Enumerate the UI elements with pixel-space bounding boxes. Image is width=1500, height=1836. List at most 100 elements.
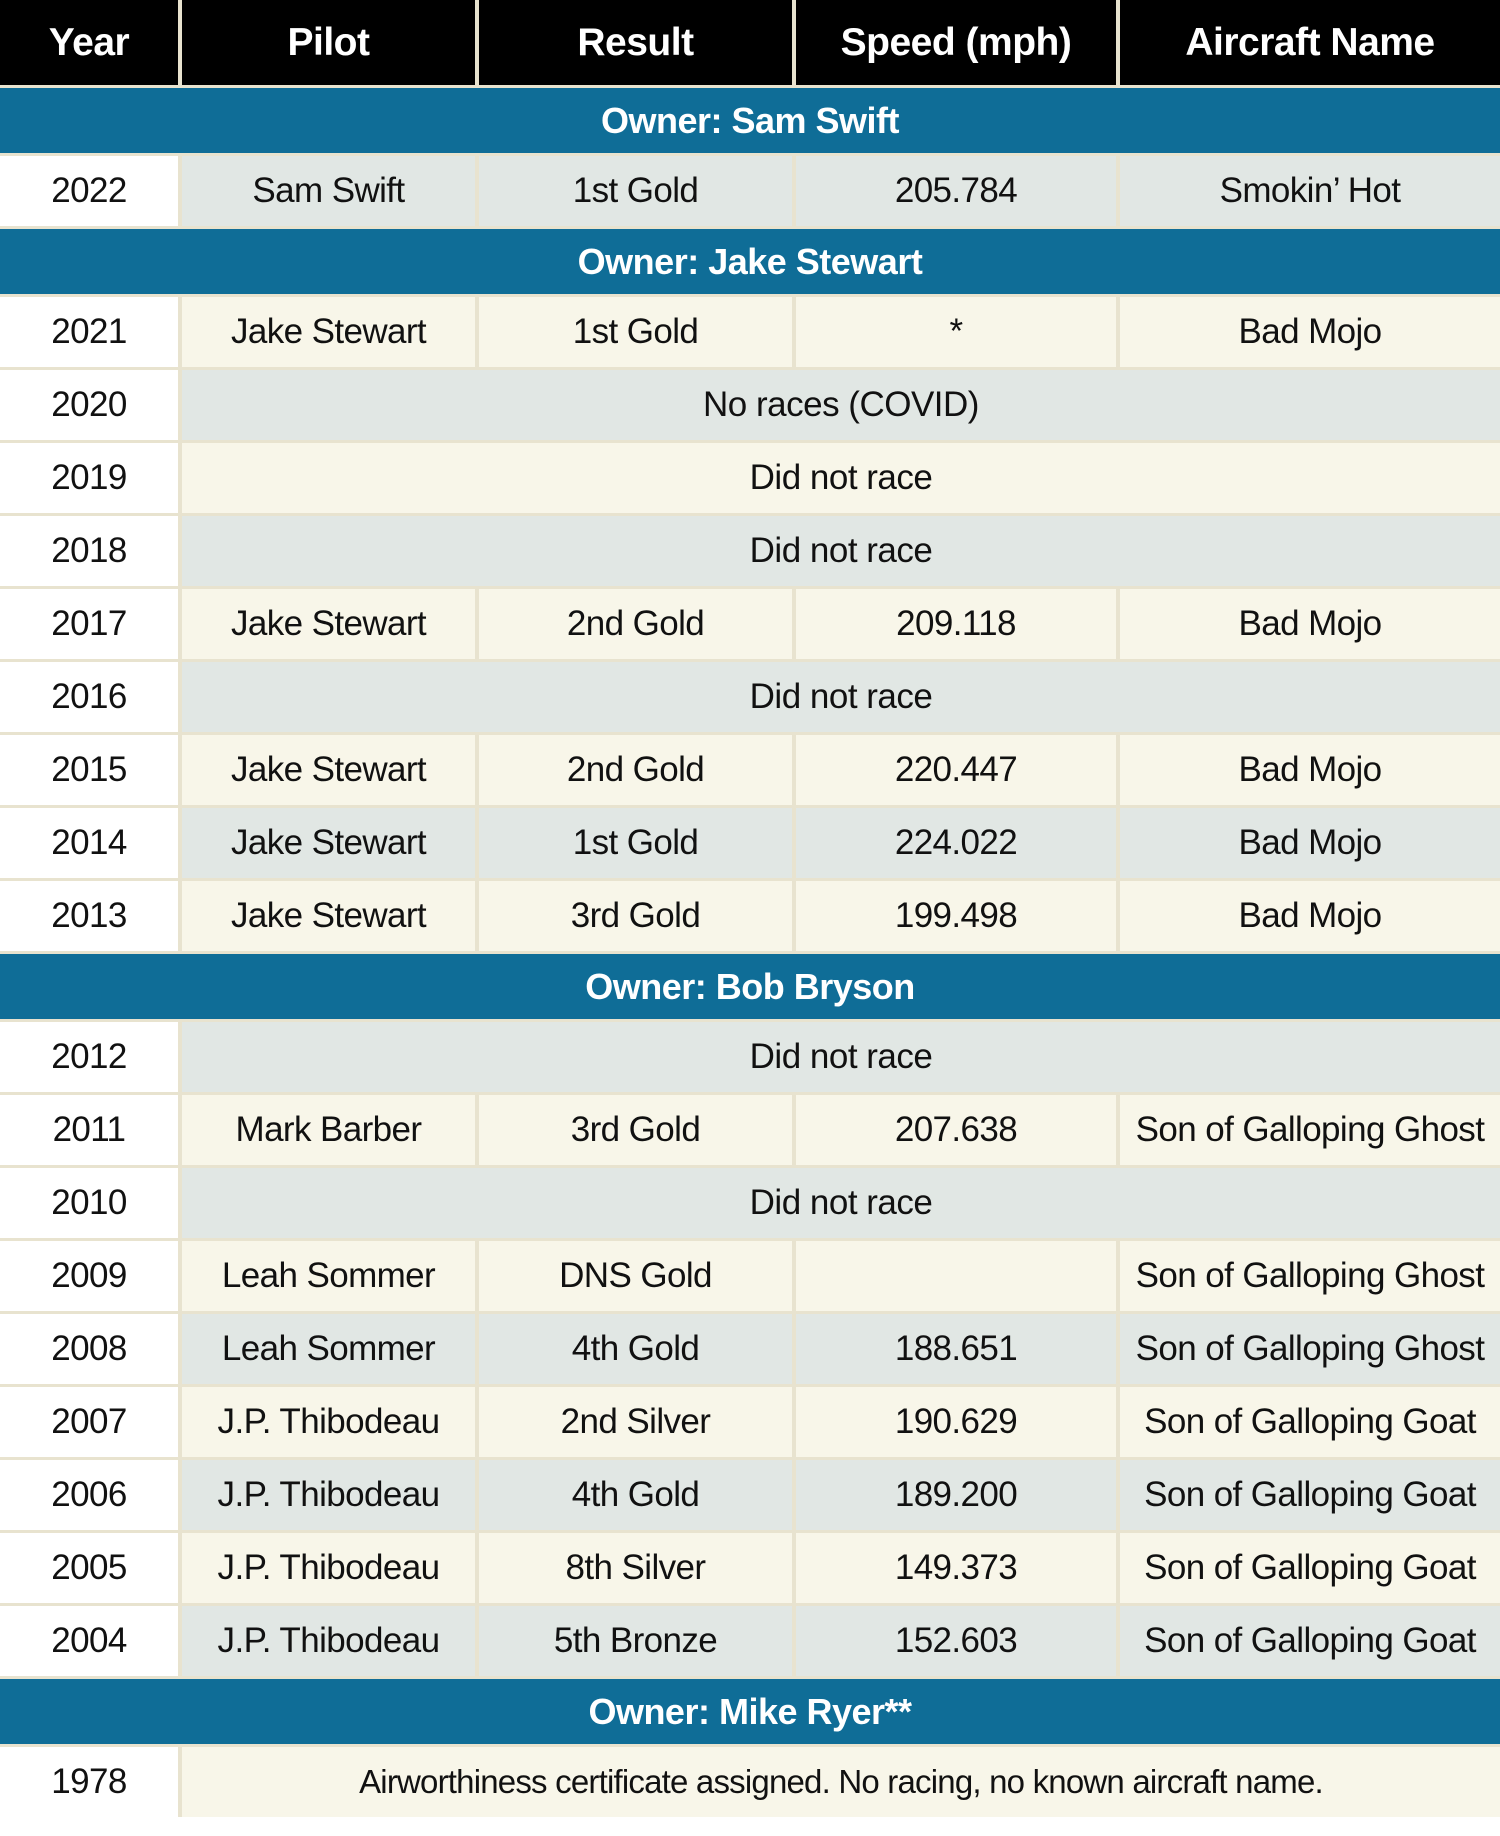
year-cell: 2014	[0, 805, 182, 878]
speed-cell: 189.200	[796, 1457, 1120, 1530]
owner-label: Owner: Jake Stewart	[0, 226, 1500, 294]
table-row: 2019 Did not race	[0, 440, 1500, 513]
owner-label: Owner: Bob Bryson	[0, 951, 1500, 1019]
aircraft-name-cell: Son of Galloping Goat	[1120, 1457, 1500, 1530]
result-cell: 1st Gold	[479, 153, 796, 226]
table-row: 2012 Did not race	[0, 1019, 1500, 1092]
speed-cell: 220.447	[796, 732, 1120, 805]
header-pilot: Pilot	[182, 0, 479, 85]
result-cell: 4th Gold	[479, 1311, 796, 1384]
table-row: 2009 Leah Sommer DNS Gold Son of Galloping …	[0, 1238, 1500, 1311]
row-note-cell: Did not race	[182, 440, 1500, 513]
speed-cell: 190.629	[796, 1384, 1120, 1457]
table-row: 2004 J.P. Thibodeau 5th Bronze 152.603 Son o…	[0, 1603, 1500, 1676]
aircraft-name-cell: Son of Galloping Ghost	[1120, 1238, 1500, 1311]
table-row: 2007 J.P. Thibodeau 2nd Silver 190.629 Son o…	[0, 1384, 1500, 1457]
year-cell: 2007	[0, 1384, 182, 1457]
aircraft-name-cell: Bad Mojo	[1120, 732, 1500, 805]
aircraft-name-cell: Bad Mojo	[1120, 586, 1500, 659]
pilot-cell: Mark Barber	[182, 1092, 479, 1165]
year-cell: 2021	[0, 294, 182, 367]
result-cell: 8th Silver	[479, 1530, 796, 1603]
result-cell: 1st Gold	[479, 294, 796, 367]
pilot-cell: Jake Stewart	[182, 878, 479, 951]
table-row: 2021 Jake Stewart 1st Gold * Bad Mojo	[0, 294, 1500, 367]
table-row: 2022 Sam Swift 1st Gold 205.784 Smokin’ Hot	[0, 153, 1500, 226]
pilot-cell: Jake Stewart	[182, 805, 479, 878]
table-row: 2014 Jake Stewart 1st Gold 224.022 Bad Mojo	[0, 805, 1500, 878]
header-speed: Speed (mph)	[796, 0, 1120, 85]
result-cell: 3rd Gold	[479, 1092, 796, 1165]
year-cell: 2016	[0, 659, 182, 732]
table-row: 2006 J.P. Thibodeau 4th Gold 189.200 Son of …	[0, 1457, 1500, 1530]
speed-cell: 205.784	[796, 153, 1120, 226]
speed-cell: 152.603	[796, 1603, 1120, 1676]
owner-label: Owner: Mike Ryer**	[0, 1676, 1500, 1744]
table-row: 2018 Did not race	[0, 513, 1500, 586]
owner-section-row: Owner: Bob Bryson	[0, 951, 1500, 1019]
aircraft-name-cell: Son of Galloping Goat	[1120, 1603, 1500, 1676]
owner-label: Owner: Sam Swift	[0, 85, 1500, 153]
row-note-cell: Did not race	[182, 659, 1500, 732]
table-row: 2017 Jake Stewart 2nd Gold 209.118 Bad Mojo	[0, 586, 1500, 659]
speed-cell: 207.638	[796, 1092, 1120, 1165]
aircraft-name-cell: Son of Galloping Goat	[1120, 1530, 1500, 1603]
owner-section-row: Owner: Mike Ryer**	[0, 1676, 1500, 1744]
header-year: Year	[0, 0, 182, 85]
speed-cell: 209.118	[796, 586, 1120, 659]
aircraft-name-cell: Smokin’ Hot	[1120, 153, 1500, 226]
pilot-cell: Jake Stewart	[182, 294, 479, 367]
year-cell: 2019	[0, 440, 182, 513]
aircraft-name-cell: Son of Galloping Ghost	[1120, 1311, 1500, 1384]
year-cell: 2020	[0, 367, 182, 440]
aircraft-name-cell: Bad Mojo	[1120, 294, 1500, 367]
pilot-cell: J.P. Thibodeau	[182, 1603, 479, 1676]
table-row: 2008 Leah Sommer 4th Gold 188.651 Son of Gal…	[0, 1311, 1500, 1384]
year-cell: 2005	[0, 1530, 182, 1603]
aircraft-name-cell: Bad Mojo	[1120, 878, 1500, 951]
table-row: 2010 Did not race	[0, 1165, 1500, 1238]
aircraft-name-cell: Bad Mojo	[1120, 805, 1500, 878]
pilot-cell: J.P. Thibodeau	[182, 1457, 479, 1530]
table-row: 2016 Did not race	[0, 659, 1500, 732]
result-cell: 3rd Gold	[479, 878, 796, 951]
result-cell: 5th Bronze	[479, 1603, 796, 1676]
table-row: 2020 No races (COVID)	[0, 367, 1500, 440]
pilot-cell: J.P. Thibodeau	[182, 1530, 479, 1603]
result-cell: 4th Gold	[479, 1457, 796, 1530]
owner-section-row: Owner: Sam Swift	[0, 85, 1500, 153]
year-cell: 2004	[0, 1603, 182, 1676]
row-note-cell: Did not race	[182, 1165, 1500, 1238]
table-body: Owner: Sam Swift 2022 Sam Swift 1st Gold 205…	[0, 85, 1500, 1817]
table-row: 2011 Mark Barber 3rd Gold 207.638 Son of Gal…	[0, 1092, 1500, 1165]
year-cell: 1978	[0, 1744, 182, 1817]
result-cell: 2nd Gold	[479, 586, 796, 659]
result-cell: DNS Gold	[479, 1238, 796, 1311]
aircraft-name-cell: Son of Galloping Goat	[1120, 1384, 1500, 1457]
year-cell: 2013	[0, 878, 182, 951]
speed-cell: 149.373	[796, 1530, 1120, 1603]
result-cell: 2nd Silver	[479, 1384, 796, 1457]
year-cell: 2011	[0, 1092, 182, 1165]
table-row: 2005 J.P. Thibodeau 8th Silver 149.373 Son o…	[0, 1530, 1500, 1603]
row-note-cell: Did not race	[182, 513, 1500, 586]
pilot-cell: J.P. Thibodeau	[182, 1384, 479, 1457]
pilot-cell: Jake Stewart	[182, 732, 479, 805]
speed-cell: 199.498	[796, 878, 1120, 951]
pilot-cell: Leah Sommer	[182, 1311, 479, 1384]
pilot-cell: Leah Sommer	[182, 1238, 479, 1311]
row-note-cell: No races (COVID)	[182, 367, 1500, 440]
year-cell: 2022	[0, 153, 182, 226]
result-cell: 2nd Gold	[479, 732, 796, 805]
result-cell: 1st Gold	[479, 805, 796, 878]
header-result: Result	[479, 0, 796, 85]
owner-section-row: Owner: Jake Stewart	[0, 226, 1500, 294]
year-cell: 2010	[0, 1165, 182, 1238]
speed-cell: 224.022	[796, 805, 1120, 878]
pilot-cell: Sam Swift	[182, 153, 479, 226]
year-cell: 2012	[0, 1019, 182, 1092]
year-cell: 2006	[0, 1457, 182, 1530]
header-row: Year Pilot Result Speed (mph) Aircraft N…	[0, 0, 1500, 85]
